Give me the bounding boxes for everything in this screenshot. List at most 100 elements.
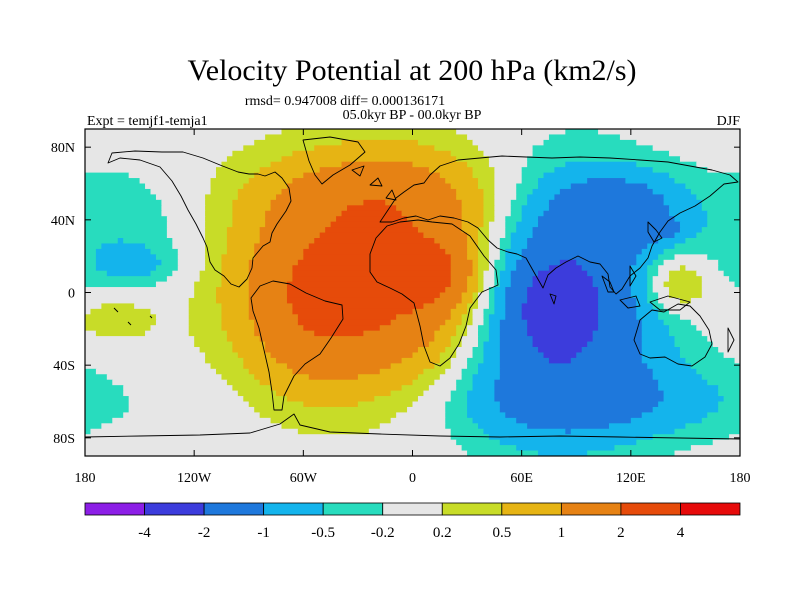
field-cell — [237, 352, 272, 359]
field-cell — [587, 341, 643, 348]
field-cell — [237, 188, 283, 195]
field-cell — [527, 156, 681, 163]
field-cell — [516, 445, 616, 452]
field-cell — [232, 216, 266, 223]
field-cell — [85, 221, 168, 228]
field-cell — [297, 319, 392, 326]
field-cell — [636, 297, 648, 304]
field-cell — [598, 308, 637, 315]
field-cell — [652, 145, 740, 152]
field-cell — [265, 347, 419, 354]
field-cell — [95, 330, 146, 337]
field-cell — [499, 368, 654, 375]
colorbar-swatch — [203, 502, 265, 516]
field-cell — [472, 352, 485, 359]
field-cell — [330, 221, 414, 228]
field-cell — [532, 341, 588, 348]
field-cell — [494, 287, 506, 294]
field-cell — [434, 379, 457, 386]
field-cell — [314, 145, 435, 152]
y-tick-label: 80S — [53, 432, 75, 447]
field-cell — [95, 368, 217, 375]
field-cell — [85, 145, 244, 152]
field-cell — [461, 227, 479, 234]
field-cell — [494, 210, 512, 217]
field-cell — [488, 227, 506, 234]
field-cell — [598, 303, 637, 310]
field-cell — [679, 314, 740, 321]
colorbar-swatch — [263, 502, 324, 516]
field-cell — [527, 199, 550, 206]
field-cell — [85, 396, 130, 403]
field-cell — [85, 194, 157, 201]
field-cell — [467, 134, 550, 141]
field-cell — [434, 297, 463, 304]
field-cell — [652, 259, 665, 266]
field-cell — [292, 265, 452, 272]
field-cell — [663, 319, 692, 326]
field-cell — [385, 199, 463, 206]
field-cell — [450, 276, 468, 283]
field-cell — [281, 188, 457, 195]
field-cell — [379, 423, 446, 430]
field-cell — [488, 336, 501, 343]
field-cell — [450, 254, 468, 261]
field-cell — [516, 194, 528, 201]
field-cell — [128, 406, 255, 413]
colorbar-label: -4 — [138, 525, 151, 541]
field-cell — [723, 270, 740, 277]
field-cell — [423, 390, 452, 397]
field-cell — [636, 308, 659, 315]
field-cell — [232, 385, 272, 392]
field-cell — [505, 292, 528, 299]
field-cell — [221, 281, 250, 288]
field-cell — [85, 129, 283, 136]
field-cell — [499, 254, 506, 261]
colorbar-label: -0.5 — [311, 525, 335, 541]
field-cell — [598, 319, 643, 326]
field-cell — [707, 336, 740, 343]
field-cell — [707, 210, 740, 217]
field-cell — [483, 205, 495, 212]
field-cell — [428, 385, 457, 392]
field-cell — [685, 265, 719, 272]
field-cell — [450, 259, 474, 266]
field-cell — [467, 396, 495, 403]
field-cell — [357, 401, 414, 408]
field-cell — [527, 325, 599, 332]
field-cell — [456, 325, 468, 332]
field-cell — [478, 183, 495, 190]
field-cell — [95, 265, 157, 272]
field-cell — [641, 341, 676, 348]
field-cell — [270, 417, 392, 424]
field-cell — [194, 287, 217, 294]
field-cell — [690, 445, 740, 452]
field-cell — [243, 145, 315, 152]
field-cell — [723, 352, 740, 359]
field-cell — [221, 254, 255, 261]
field-cell — [461, 297, 474, 304]
field-cell — [226, 156, 283, 163]
field-cell — [166, 276, 201, 283]
field-cell — [467, 276, 479, 283]
period-label: 05.0kyr BP - 00.0kyr BP — [343, 108, 482, 123]
field-cell — [188, 303, 223, 310]
field-cell — [292, 270, 452, 277]
field-cell — [401, 210, 463, 217]
field-cell — [123, 412, 261, 419]
field-cell — [488, 238, 501, 245]
field-cell — [226, 227, 261, 234]
field-cell — [494, 270, 501, 277]
field-cell — [510, 270, 539, 277]
field-cell — [527, 319, 599, 326]
field-cell — [85, 336, 195, 343]
field-cell — [718, 401, 740, 408]
field-cell — [155, 194, 206, 201]
field-cell — [85, 417, 113, 424]
field-cell — [488, 265, 495, 272]
field-cell — [527, 243, 648, 250]
field-cell — [281, 156, 457, 163]
field-cell — [150, 308, 190, 315]
field-cell — [194, 281, 223, 288]
field-cell — [341, 210, 403, 217]
